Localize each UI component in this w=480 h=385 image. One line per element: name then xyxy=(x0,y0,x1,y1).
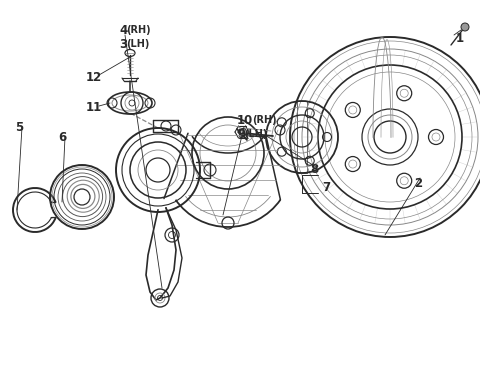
Text: 5: 5 xyxy=(15,121,23,134)
Text: 7: 7 xyxy=(322,181,330,194)
Text: (RH): (RH) xyxy=(126,25,151,35)
Text: 8: 8 xyxy=(310,162,318,176)
Text: (RH): (RH) xyxy=(252,115,276,125)
Text: 10: 10 xyxy=(237,114,253,127)
Text: (LH): (LH) xyxy=(126,39,149,49)
Text: 2: 2 xyxy=(414,176,422,189)
Text: 4: 4 xyxy=(119,23,127,37)
Circle shape xyxy=(461,23,469,31)
Circle shape xyxy=(240,129,247,136)
Text: 1: 1 xyxy=(456,32,464,45)
Text: 12: 12 xyxy=(86,70,102,84)
Text: 11: 11 xyxy=(86,100,102,114)
Text: (LH): (LH) xyxy=(244,129,267,139)
Text: 6: 6 xyxy=(58,131,66,144)
Text: 9: 9 xyxy=(237,127,245,141)
Text: 3: 3 xyxy=(119,37,127,50)
